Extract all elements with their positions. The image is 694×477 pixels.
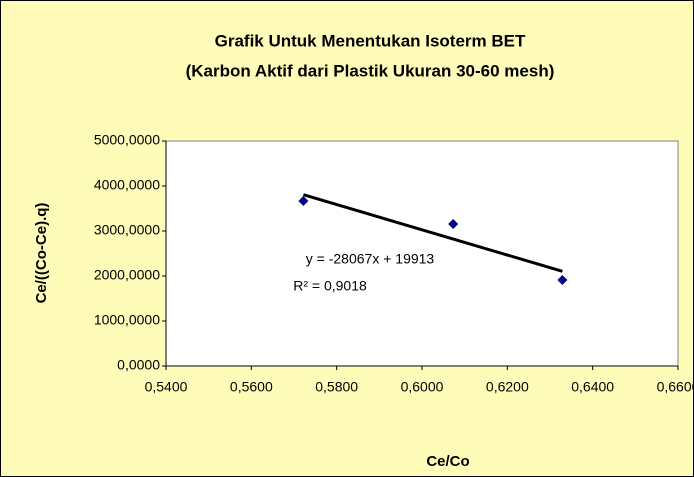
y-tick-label: 1000,0000 <box>94 312 160 328</box>
data-point <box>448 218 459 229</box>
x-tick-label: 0,5400 <box>145 379 188 395</box>
x-axis-title: Ce/Co <box>426 453 469 470</box>
chart-subtitle: (Karbon Aktif dari Plastik Ukuran 30-60 … <box>186 61 555 80</box>
x-tick-label: 0,6600 <box>657 379 694 395</box>
y-tick-label: 2000,0000 <box>94 267 160 283</box>
x-tick-label: 0,6000 <box>401 379 444 395</box>
data-point <box>298 195 309 206</box>
y-tick-label: 3000,0000 <box>94 222 160 238</box>
y-tick-label: 0,0000 <box>117 357 160 373</box>
chart-title: Grafik Untuk Menentukan Isoterm BET <box>215 31 526 50</box>
data-point <box>557 275 568 286</box>
y-tick-label: 4000,0000 <box>94 177 160 193</box>
r-squared: R² = 0,9018 <box>293 278 367 294</box>
x-tick-label: 0,6200 <box>486 379 529 395</box>
trendline <box>302 193 563 273</box>
trendline-equation: y = -28067x + 19913 <box>306 251 435 267</box>
y-axis-title: Ce/((Co-Ce).q) <box>33 203 50 304</box>
x-tick-label: 0,5600 <box>230 379 273 395</box>
plot-area <box>165 140 679 367</box>
x-tick-label: 0,6400 <box>571 379 614 395</box>
y-tick-label: 5000,0000 <box>94 132 160 148</box>
x-tick-label: 0,5800 <box>315 379 358 395</box>
